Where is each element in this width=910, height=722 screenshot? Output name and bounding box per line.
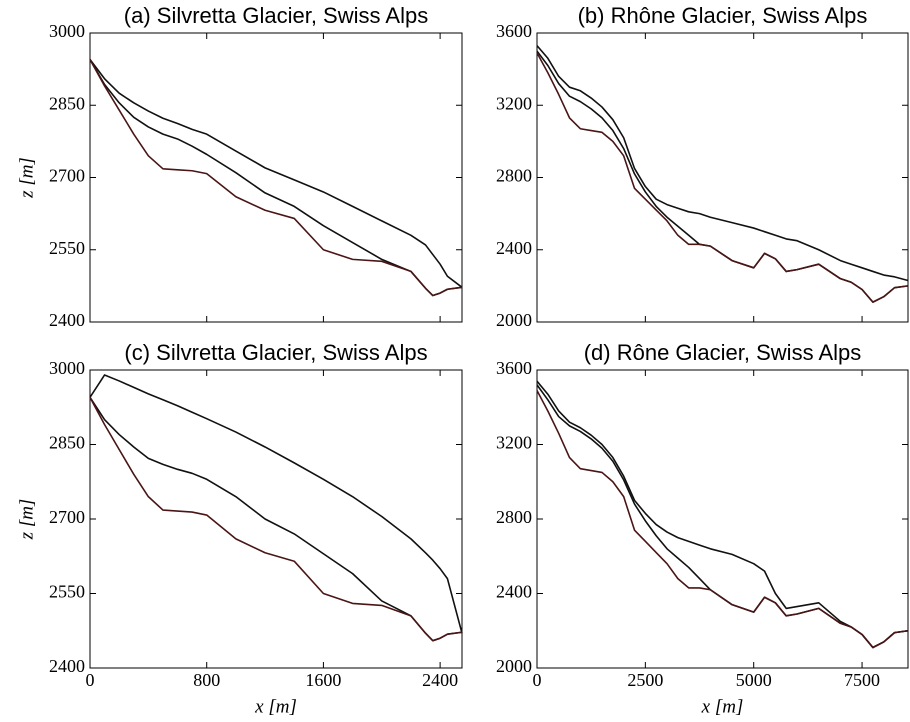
y-axis-label: z [m] — [16, 499, 37, 541]
y-tick-label: 2850 — [49, 93, 85, 113]
chart-title: (d) Rône Glacier, Swiss Alps — [584, 340, 862, 365]
y-tick-label: 3000 — [49, 358, 85, 378]
x-tick-label: 0 — [533, 670, 542, 690]
line — [89, 374, 463, 634]
y-tick-label: 2000 — [496, 310, 532, 330]
chart-title: (c) Silvretta Glacier, Swiss Alps — [124, 340, 427, 365]
chart-title: (a) Silvretta Glacier, Swiss Alps — [124, 3, 428, 28]
plot-frame — [536, 369, 909, 669]
y-tick-label: 2850 — [49, 433, 85, 453]
x-tick-label: 5000 — [736, 670, 772, 690]
x-axis-label: x [m] — [701, 696, 744, 717]
y-tick-label: 3600 — [496, 358, 532, 378]
x-tick-label: 800 — [193, 670, 220, 690]
line — [89, 396, 463, 642]
line — [536, 45, 909, 282]
x-tick-label: 1600 — [305, 670, 341, 690]
x-tick-label: 7500 — [844, 670, 880, 690]
y-tick-label: 3200 — [496, 433, 532, 453]
x-tick-label: 2500 — [627, 670, 663, 690]
y-tick-label: 2400 — [49, 656, 85, 676]
y-tick-label: 3000 — [49, 21, 85, 41]
y-tick-label: 2000 — [496, 656, 532, 676]
line — [536, 380, 909, 649]
y-tick-label: 2700 — [49, 166, 85, 186]
line — [536, 384, 909, 649]
plot-frame — [89, 32, 463, 323]
y-tick-label: 2700 — [49, 507, 85, 527]
y-tick-label: 2800 — [496, 166, 532, 186]
y-tick-label: 2400 — [496, 582, 532, 602]
line — [89, 396, 463, 642]
line — [89, 59, 463, 288]
y-tick-label: 2550 — [49, 238, 85, 258]
x-tick-label: 0 — [86, 670, 95, 690]
y-tick-label: 3600 — [496, 21, 532, 41]
y-tick-label: 2400 — [496, 238, 532, 258]
plot-frame — [89, 369, 463, 669]
y-axis-label: z [m] — [16, 157, 37, 199]
y-tick-label: 2400 — [49, 310, 85, 330]
x-axis-label: x [m] — [254, 696, 297, 717]
y-tick-label: 2550 — [49, 582, 85, 602]
x-tick-label: 2400 — [422, 670, 458, 690]
chart-title: (b) Rhône Glacier, Swiss Alps — [578, 3, 868, 28]
y-tick-label: 2800 — [496, 507, 532, 527]
line — [89, 59, 463, 297]
line — [536, 52, 909, 303]
y-tick-label: 3200 — [496, 93, 532, 113]
plot-frame — [536, 32, 909, 323]
line — [536, 390, 909, 649]
line — [89, 59, 463, 297]
